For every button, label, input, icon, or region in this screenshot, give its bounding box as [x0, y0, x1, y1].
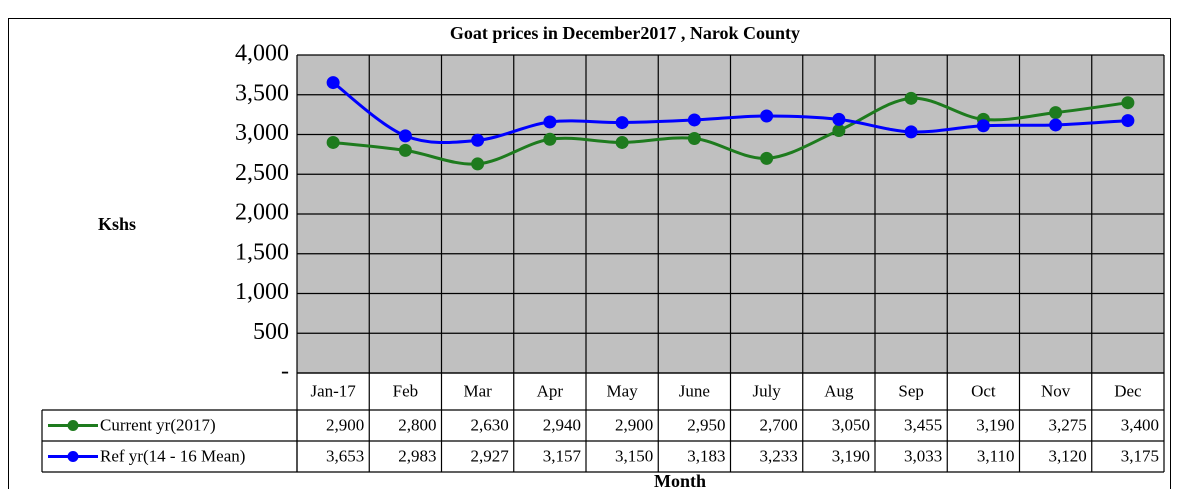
data-point: [326, 135, 340, 149]
y-tick-label: 3,500: [235, 80, 289, 106]
legend-label: Current yr(2017): [100, 415, 216, 434]
legend-key-marker: [67, 420, 79, 431]
table-cell: 2,700: [760, 415, 798, 434]
x-tick-label: Oct: [971, 381, 996, 400]
data-point: [398, 143, 412, 157]
data-point: [471, 133, 485, 147]
legend-key-marker: [67, 451, 79, 462]
data-point: [760, 109, 774, 123]
data-point: [471, 157, 485, 171]
x-tick-label: Mar: [463, 381, 492, 400]
y-tick-label: 2,000: [235, 200, 289, 226]
data-point: [760, 151, 774, 165]
data-point: [543, 115, 557, 129]
data-point: [398, 129, 412, 143]
table-cell: 3,400: [1121, 415, 1159, 434]
table-cell: 2,900: [615, 415, 653, 434]
table-cell: 2,630: [471, 415, 509, 434]
x-tick-label: Sep: [898, 381, 924, 400]
table-cell: 3,233: [760, 446, 798, 465]
data-point: [543, 132, 557, 146]
x-tick-label: Jan-17: [310, 381, 356, 400]
table-cell: 3,033: [904, 446, 942, 465]
y-tick-label: 3,000: [235, 120, 289, 146]
table-cell: 3,190: [976, 415, 1014, 434]
table-cell: 2,940: [543, 415, 581, 434]
table-cell: 3,455: [904, 415, 942, 434]
data-point: [832, 112, 846, 126]
table-cell: 3,150: [615, 446, 653, 465]
table-cell: 3,275: [1049, 415, 1087, 434]
data-point: [904, 125, 918, 139]
table-cell: 3,183: [687, 446, 725, 465]
table-cell: 3,653: [326, 446, 364, 465]
x-tick-label: May: [607, 381, 639, 400]
table-cell: 3,190: [832, 446, 870, 465]
table-cell: 2,900: [326, 415, 364, 434]
table-cell: 2,950: [687, 415, 725, 434]
table-cell: 3,157: [543, 446, 582, 465]
table-cell: 3,175: [1121, 446, 1159, 465]
y-tick-label: 2,500: [235, 160, 289, 186]
data-point: [1049, 106, 1063, 120]
x-tick-label: Aug: [824, 381, 854, 400]
data-point: [904, 91, 918, 105]
data-point: [1121, 96, 1135, 110]
data-point: [832, 124, 846, 138]
data-point: [615, 116, 629, 130]
y-tick-label: 500: [253, 319, 289, 345]
table-cell: 2,927: [471, 446, 510, 465]
x-tick-label: Dec: [1114, 381, 1142, 400]
legend-label: Ref yr(14 - 16 Mean): [100, 446, 245, 465]
x-tick-label: Apr: [537, 381, 564, 400]
data-point: [976, 119, 990, 133]
x-tick-label: June: [679, 381, 710, 400]
y-axis-label: Kshs: [98, 214, 136, 234]
table-cell: 3,110: [977, 446, 1015, 465]
y-tick-label: -: [281, 359, 289, 385]
y-tick-label: 1,000: [235, 279, 289, 305]
table-cell: 3,050: [832, 415, 870, 434]
x-tick-label: Nov: [1041, 381, 1071, 400]
y-tick-label: 1,500: [235, 239, 289, 265]
x-tick-label: July: [752, 381, 781, 400]
table-cell: 2,800: [398, 415, 436, 434]
table-cell: 3,120: [1049, 446, 1087, 465]
data-point: [687, 113, 701, 127]
data-point: [326, 76, 340, 90]
data-point: [687, 131, 701, 145]
data-point: [1121, 114, 1135, 128]
x-tick-label: Feb: [393, 381, 419, 400]
chart-title: Goat prices in December2017 , Narok Coun…: [450, 23, 800, 43]
data-point: [1049, 118, 1063, 132]
x-axis-label: Month: [654, 471, 706, 489]
table-cell: 2,983: [398, 446, 436, 465]
y-tick-label: 4,000: [235, 41, 289, 67]
data-point: [615, 135, 629, 149]
